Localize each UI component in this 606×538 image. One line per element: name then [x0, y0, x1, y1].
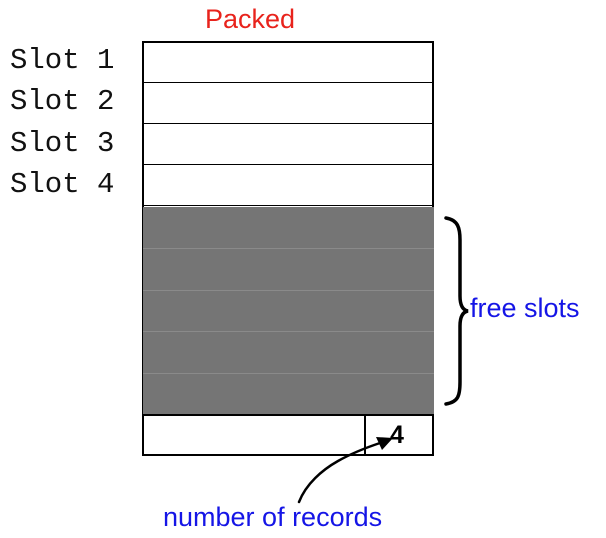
slot-row-4: [142, 165, 434, 206]
record-count-arrowhead: [376, 437, 393, 450]
slot-row-2: [142, 83, 434, 124]
free-slot-divider: [143, 248, 434, 249]
slot-label-2: Slot 2: [10, 85, 115, 118]
slot-label-3: Slot 3: [10, 127, 115, 160]
record-count-value: 4: [390, 421, 404, 449]
free-slot-divider: [143, 373, 434, 374]
free-slot-divider: [143, 331, 434, 332]
record-count-label: number of records: [163, 502, 383, 532]
free-slots-brace: [444, 216, 469, 406]
free-slots-area: [143, 207, 434, 414]
diagram-title: Packed: [204, 4, 296, 34]
free-slot-divider: [143, 290, 434, 291]
slot-row-3: [142, 124, 434, 165]
slot-label-1: Slot 1: [10, 44, 115, 77]
page-footer: [142, 414, 434, 456]
free-slots-label: free slots: [470, 293, 580, 323]
record-count-cell: [364, 414, 434, 456]
record-count-arrow-line: [297, 441, 382, 504]
slot-label-4: Slot 4: [10, 168, 115, 201]
slot-row-1: [142, 42, 434, 83]
